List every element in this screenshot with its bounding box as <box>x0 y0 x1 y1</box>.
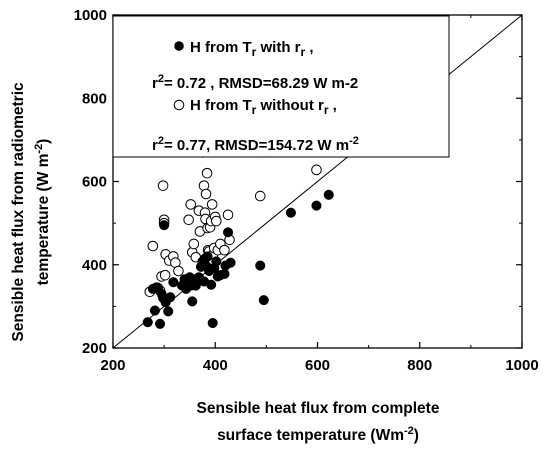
y-tick-label: 1000 <box>74 7 107 24</box>
data-point-without-rr <box>200 188 212 200</box>
y-tick-label: 200 <box>82 340 107 357</box>
x-tick-label: 1000 <box>505 357 538 374</box>
legend-box <box>112 15 450 158</box>
data-point-without-rr <box>222 209 234 221</box>
legend-series1-stats: r2= 0.72 , RMSD=68.29 W m-2 <box>152 73 358 92</box>
x-axis-title-line2: surface temperature (Wm-2) <box>217 425 419 444</box>
y-tick-label: 800 <box>82 90 107 107</box>
data-points-group <box>142 147 334 329</box>
data-point-with-rr <box>225 257 236 268</box>
data-point-with-rr <box>258 295 269 306</box>
data-point-with-rr <box>149 305 160 316</box>
legend-series2-label: H from Tr without rr , <box>190 97 337 117</box>
y-tick-label: 400 <box>82 257 107 274</box>
data-point-without-rr <box>311 164 322 176</box>
y-tick-label: 600 <box>82 174 107 191</box>
legend-series2-stats: r2= 0.77, RMSD=154.72 W m-2 <box>152 135 359 154</box>
x-tick-label: 600 <box>305 357 330 374</box>
one-to-one-line <box>112 14 523 349</box>
data-point-without-rr <box>210 215 222 227</box>
data-point-with-rr <box>154 318 166 329</box>
data-point-without-rr <box>206 199 218 210</box>
x-tick-label: 800 <box>407 357 432 374</box>
data-point-with-rr <box>202 251 213 262</box>
data-point-with-rr <box>187 296 198 307</box>
data-point-with-rr <box>165 292 176 303</box>
data-point-with-rr <box>323 189 334 200</box>
data-point-without-rr <box>157 180 169 191</box>
y-axis-title-line2: temperature (W m-2) <box>33 139 52 286</box>
x-tick-label: 200 <box>100 357 125 374</box>
legend-marker-open <box>173 99 185 111</box>
data-point-without-rr <box>183 214 194 226</box>
data-point-with-rr <box>211 256 222 267</box>
data-point-with-rr <box>255 260 266 271</box>
data-point-with-rr <box>285 207 296 218</box>
y-axis-title-line1: Sensible heat flux from radiometric <box>10 82 27 342</box>
x-axis-title-line1: Sensible heat flux from complete <box>197 400 440 417</box>
data-point-without-rr <box>188 238 200 250</box>
data-point-without-rr <box>147 240 159 252</box>
data-point-with-rr <box>222 227 234 238</box>
data-point-with-rr <box>163 306 174 317</box>
data-point-without-rr <box>159 269 171 281</box>
data-point-with-rr <box>159 220 170 231</box>
data-point-without-rr <box>201 167 213 179</box>
data-point-with-rr <box>311 200 322 211</box>
legend-marker-filled <box>174 41 184 51</box>
data-point-without-rr <box>219 244 230 256</box>
reference-line-group <box>112 14 523 349</box>
legend-series1-label: H from Tr with rr , <box>190 39 314 59</box>
data-point-without-rr <box>185 199 197 210</box>
data-point-with-rr <box>207 317 218 329</box>
legend: H from Tr with rr , r2= 0.72 , RMSD=68.2… <box>112 15 450 158</box>
data-point-with-rr <box>206 279 217 290</box>
data-point-without-rr <box>254 190 266 202</box>
data-point-with-rr <box>219 268 230 279</box>
data-point-without-rr <box>173 265 184 277</box>
data-point-with-rr <box>142 317 153 328</box>
x-tick-label: 400 <box>203 357 228 374</box>
data-point-with-rr <box>168 277 179 288</box>
axis-ticks-group: 200 400 600 800 1000 200 400 600 800 1000 <box>74 7 539 374</box>
